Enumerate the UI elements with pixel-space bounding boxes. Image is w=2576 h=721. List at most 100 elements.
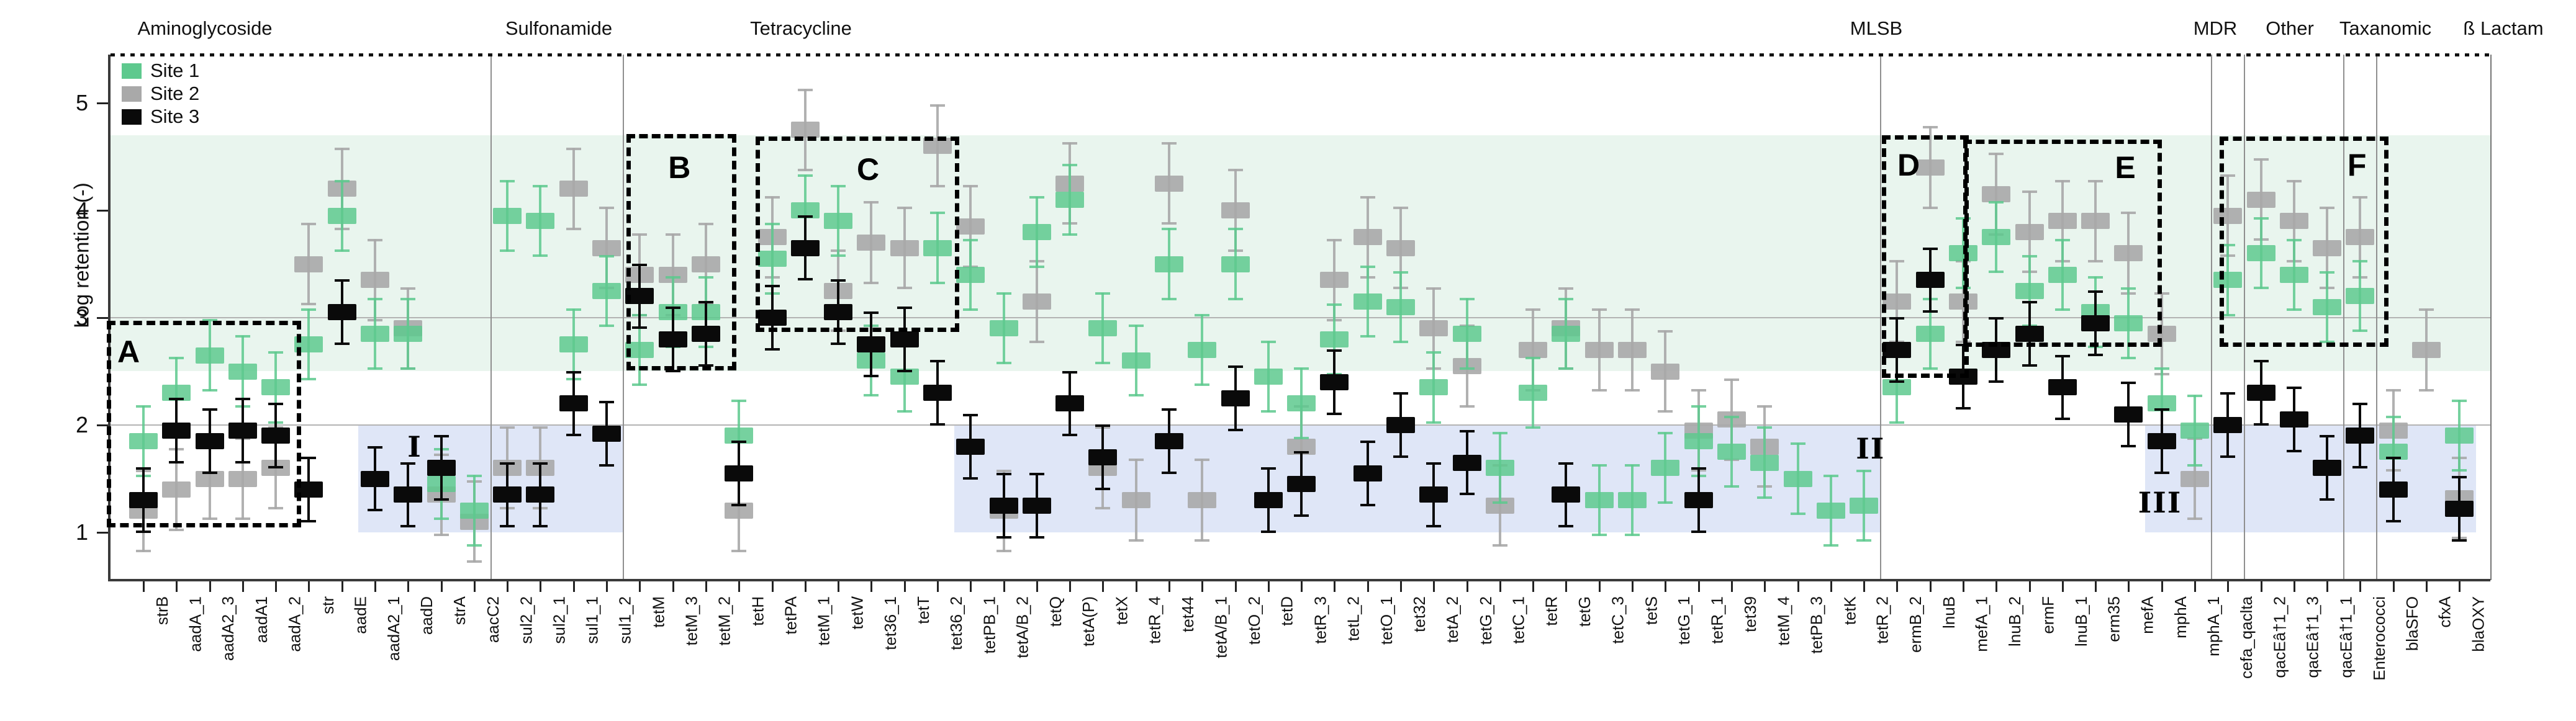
marker-tetL_2-site-3 bbox=[1320, 374, 1349, 390]
error-cap bbox=[1029, 472, 1044, 475]
error-cap bbox=[864, 375, 879, 378]
error-cap bbox=[632, 233, 648, 236]
error-cap bbox=[1525, 308, 1541, 311]
error-cap bbox=[2320, 271, 2335, 274]
error-cap bbox=[2385, 519, 2401, 522]
error-cap bbox=[929, 184, 945, 187]
error-cap bbox=[731, 550, 747, 553]
error-cap bbox=[963, 413, 978, 416]
error-cap bbox=[1955, 407, 1971, 410]
error-cap bbox=[599, 324, 615, 327]
x-tick-label: tetO_1 bbox=[1376, 596, 1396, 645]
annotation-box-A bbox=[107, 321, 301, 527]
marker-tetK-site-1 bbox=[1816, 503, 1845, 519]
marker-qacEâ†1_2-site-1 bbox=[2246, 245, 2275, 262]
error-cap bbox=[2088, 290, 2104, 293]
marker-sul1_1-site-1 bbox=[559, 336, 588, 353]
x-tick-mark bbox=[672, 581, 674, 592]
x-tick-label: aadA_2 bbox=[285, 596, 304, 652]
x-tick-label: aacC2 bbox=[483, 596, 502, 643]
error-cap bbox=[2286, 179, 2302, 182]
marker-lnuB-site-1 bbox=[1915, 325, 1945, 342]
marker-tetO_2-site-2 bbox=[1221, 202, 1250, 218]
y-tick-mark bbox=[97, 532, 108, 534]
marker-tetC_3-site-1 bbox=[1584, 492, 1614, 509]
error-cap bbox=[1029, 195, 1044, 199]
marker-tetT-site-2 bbox=[890, 240, 919, 256]
legend-label: Site 2 bbox=[150, 83, 200, 104]
x-tick-mark bbox=[1102, 581, 1105, 592]
marker-tetS-site-2 bbox=[1618, 341, 1647, 358]
error-cap bbox=[698, 222, 713, 225]
error-cap bbox=[1195, 313, 1210, 316]
error-cap bbox=[2088, 260, 2104, 263]
right-frame-line bbox=[2490, 55, 2492, 580]
marker-tetX-site-3 bbox=[1088, 449, 1118, 465]
error-cap bbox=[1691, 388, 1706, 392]
error-cap bbox=[301, 308, 317, 311]
error-cap bbox=[731, 503, 747, 506]
error-cap bbox=[632, 263, 648, 266]
error-cap bbox=[136, 405, 151, 408]
marker-tetH-site-3 bbox=[725, 465, 754, 481]
error-cap bbox=[599, 464, 615, 467]
marker-tetG_2-site-3 bbox=[1452, 454, 1481, 471]
error-cap bbox=[764, 222, 780, 225]
x-tick-label: tet36_2 bbox=[946, 596, 965, 650]
marker-tet36_2-site-1 bbox=[923, 240, 952, 256]
blue-shaded-band-region-2 bbox=[954, 425, 1881, 532]
x-tick-mark bbox=[838, 581, 840, 592]
x-tick-label: tetR_4 bbox=[1145, 596, 1164, 644]
group-divider bbox=[1879, 55, 1881, 580]
marker-tetQ-site-2 bbox=[1022, 293, 1051, 310]
error-cap bbox=[1691, 405, 1706, 408]
y-tick-mark bbox=[97, 317, 108, 319]
error-cap bbox=[2419, 388, 2434, 392]
marker-aadE-site-1 bbox=[327, 207, 356, 224]
x-tick-label: tetW bbox=[847, 596, 867, 630]
error-cap bbox=[864, 281, 879, 284]
error-cap bbox=[334, 279, 350, 282]
error-cap bbox=[533, 185, 548, 188]
error-cap bbox=[433, 435, 449, 438]
error-cap bbox=[1327, 238, 1342, 241]
error-cap bbox=[1260, 410, 1276, 413]
marker-strB-site-1 bbox=[129, 432, 158, 449]
y-tick-label: 5 bbox=[75, 90, 88, 115]
error-cap bbox=[1856, 539, 1872, 542]
error-cap bbox=[466, 475, 482, 478]
x-tick-label: tetR_1 bbox=[1707, 596, 1727, 644]
error-cap bbox=[368, 297, 383, 300]
x-tick-label: strA bbox=[450, 596, 469, 625]
error-cap bbox=[1294, 451, 1309, 454]
error-cap bbox=[533, 525, 548, 528]
legend-item-site1: Site 1 bbox=[122, 60, 199, 82]
x-tick-label: str bbox=[318, 596, 337, 614]
marker-aadA2_1-site-1 bbox=[361, 325, 390, 342]
error-cap bbox=[368, 509, 383, 512]
error-cap bbox=[1591, 308, 1607, 311]
error-cap bbox=[2320, 498, 2335, 501]
error-cap bbox=[1525, 357, 1541, 359]
x-tick-label: tetC_1 bbox=[1509, 596, 1528, 644]
marker-tetW-site-1 bbox=[824, 213, 853, 230]
legend-item-site2: Site 2 bbox=[122, 83, 199, 105]
marker-tetA/B_2-site-3 bbox=[989, 497, 1018, 514]
error-cap bbox=[1260, 341, 1276, 344]
marker-cefa_qaclta-site-1 bbox=[2213, 272, 2243, 289]
x-tick-label: tetG_2 bbox=[1476, 596, 1495, 645]
error-cap bbox=[1128, 394, 1144, 397]
error-cap bbox=[764, 285, 780, 288]
marker-aadA1-site-2 bbox=[228, 470, 257, 487]
error-cap bbox=[2088, 179, 2104, 182]
marker-aadA2_3-site-1 bbox=[195, 347, 224, 364]
error-cap bbox=[1492, 432, 1507, 435]
error-cap bbox=[665, 369, 680, 372]
x-tick-label: aadD bbox=[417, 596, 436, 635]
error-cap bbox=[566, 434, 581, 437]
error-cap bbox=[1856, 469, 1872, 472]
error-cap bbox=[1889, 421, 1905, 424]
marker-tetL_2-site-2 bbox=[1320, 272, 1349, 289]
x-tick-label: tetQ bbox=[1046, 596, 1065, 627]
category-label: Aminoglycoside bbox=[137, 17, 273, 39]
